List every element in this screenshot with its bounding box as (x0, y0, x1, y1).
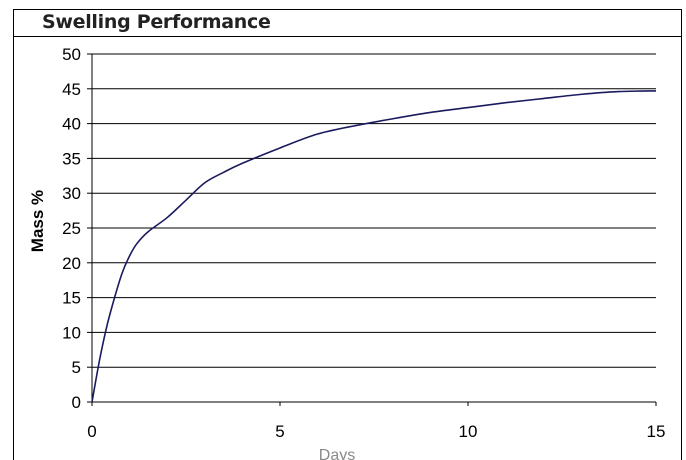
y-tick-label-50: 50 (62, 45, 81, 64)
y-tick-label-0: 0 (72, 393, 81, 412)
y-tick-label-40: 40 (62, 115, 81, 134)
chart-title: Swelling Performance (42, 11, 271, 33)
chart-title-bar: Swelling Performance (13, 9, 682, 37)
x-tick-label-10: 10 (459, 422, 478, 441)
x-axis-label: Days (319, 447, 355, 460)
y-tick-label-35: 35 (62, 149, 81, 168)
gridlines (92, 53, 656, 368)
frame-right-border (681, 37, 682, 460)
y-tick-label-30: 30 (62, 184, 81, 203)
series-lines (91, 90, 657, 403)
y-tick-label-5: 5 (72, 358, 81, 377)
y-tick-labels: 0 5 10 15 20 25 30 35 40 45 50 (62, 45, 81, 412)
y-tick-label-45: 45 (62, 80, 81, 99)
y-tick-label-20: 20 (62, 254, 81, 273)
y-tick-label-25: 25 (62, 219, 81, 238)
x-tick-label-5: 5 (275, 422, 284, 441)
x-tick-label-0: 0 (87, 422, 96, 441)
frame-left-border (13, 37, 14, 460)
y-axis-label: Mass % (28, 190, 47, 252)
x-tick-labels: 0 5 10 15 (87, 422, 665, 441)
x-tick-label-15: 15 (647, 422, 666, 441)
y-tick-label-10: 10 (62, 323, 81, 342)
axes (87, 53, 657, 406)
series-line-0 (91, 90, 657, 403)
y-tick-label-15: 15 (62, 289, 81, 308)
